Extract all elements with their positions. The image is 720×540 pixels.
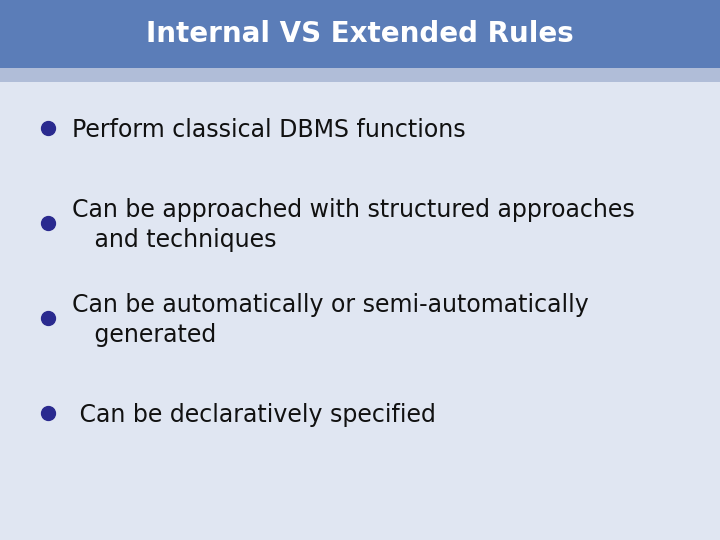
Text: Can be automatically or semi-automatically
   generated: Can be automatically or semi-automatical… bbox=[72, 293, 589, 347]
Bar bbox=[0, 0, 720, 68]
Text: Perform classical DBMS functions: Perform classical DBMS functions bbox=[72, 118, 466, 142]
Text: Can be declaratively specified: Can be declaratively specified bbox=[72, 403, 436, 427]
Bar bbox=[0, 68, 720, 82]
Text: Internal VS Extended Rules: Internal VS Extended Rules bbox=[146, 20, 574, 48]
Text: Can be approached with structured approaches
   and techniques: Can be approached with structured approa… bbox=[72, 198, 635, 252]
